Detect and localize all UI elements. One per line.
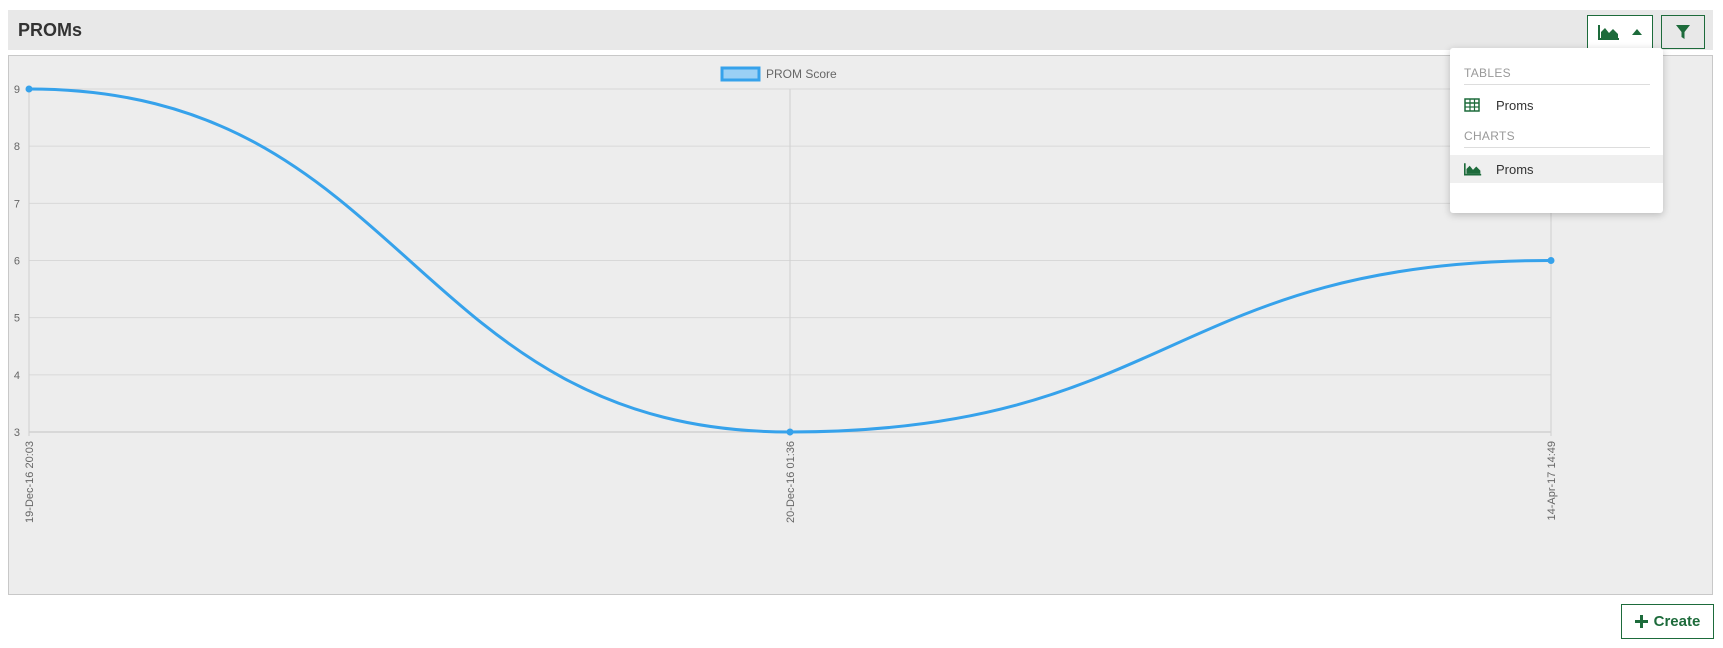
menu-heading-charts: CHARTS	[1464, 129, 1515, 143]
menu-item-charts-proms[interactable]: Proms	[1450, 155, 1663, 183]
plus-icon	[1634, 615, 1648, 628]
x-tick-label: 20-Dec-16 01:36	[785, 441, 797, 523]
menu-divider	[1464, 84, 1650, 85]
chart-view-menu: TABLES Proms CHARTS Proms	[1450, 48, 1663, 213]
y-tick-label: 4	[14, 370, 20, 382]
page-title: PROMs	[18, 20, 83, 40]
menu-heading-tables: TABLES	[1464, 66, 1511, 80]
data-point	[1547, 257, 1555, 264]
y-tick-label: 6	[14, 256, 20, 268]
filter-icon	[1676, 25, 1690, 39]
table-icon	[1464, 98, 1480, 112]
chart-view-dropdown-button[interactable]	[1587, 15, 1653, 49]
x-tick-label: 19-Dec-16 20:03	[24, 441, 36, 523]
menu-item-tables-proms[interactable]: Proms	[1450, 91, 1663, 119]
line-chart: 3 4 5 6 7 8 9 19-Dec-16 20:03 20-Dec-16 01:36 14-…	[14, 66, 1558, 523]
menu-item-label: Proms	[1496, 161, 1534, 177]
y-tick-label: 5	[14, 313, 20, 325]
filter-button[interactable]	[1661, 15, 1705, 49]
area-chart-icon	[1464, 163, 1482, 176]
menu-divider	[1464, 147, 1650, 148]
legend-swatch	[720, 66, 761, 82]
legend-label: PROM Score	[766, 67, 837, 81]
y-tick-label: 7	[14, 198, 20, 210]
y-tick-label: 9	[14, 84, 20, 96]
chart-panel: 3 4 5 6 7 8 9 19-Dec-16 20:03 20-Dec-16 01:36 14-…	[8, 55, 1713, 595]
y-tick-label: 3	[14, 427, 20, 439]
panel-header: PROMs	[8, 10, 1713, 50]
menu-item-label: Proms	[1496, 97, 1534, 113]
series-line	[28, 87, 1552, 434]
caret-up-icon	[1632, 29, 1642, 35]
y-tick-label: 8	[14, 141, 20, 153]
data-point	[786, 428, 794, 436]
data-point	[25, 85, 33, 93]
area-chart-icon	[1598, 25, 1619, 40]
create-button-label: Create	[1653, 613, 1701, 630]
x-tick-label: 14-Apr-17 14:49	[1546, 441, 1558, 521]
create-button[interactable]: Create	[1621, 604, 1714, 639]
